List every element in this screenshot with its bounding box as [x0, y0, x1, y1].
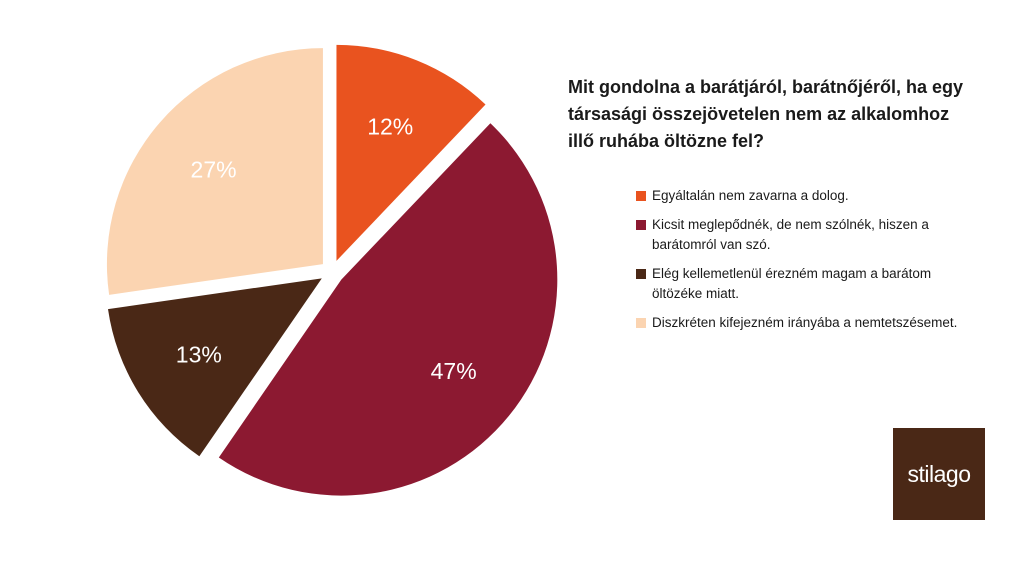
legend-item: Kicsit meglepődnék, de nem szólnék, hisz…	[636, 215, 976, 255]
legend: Egyáltalán nem zavarna a dolog. Kicsit m…	[636, 186, 976, 342]
legend-swatch	[636, 220, 646, 230]
slice-label: 13%	[176, 342, 222, 368]
stilago-logo: stilago	[893, 428, 985, 520]
legend-label: Kicsit meglepődnék, de nem szólnék, hisz…	[652, 217, 929, 252]
legend-item: Egyáltalán nem zavarna a dolog.	[636, 186, 976, 206]
pie-slice	[336, 44, 486, 261]
legend-label: Diszkréten kifejezném irányába a nemtets…	[652, 315, 958, 330]
pie-slice	[108, 278, 322, 457]
slice-label: 47%	[431, 358, 477, 384]
legend-swatch	[636, 318, 646, 328]
legend-label: Egyáltalán nem zavarna a dolog.	[652, 188, 849, 203]
pie-chart: 12% 47% 13% 27%	[106, 44, 558, 496]
legend-swatch	[636, 269, 646, 279]
legend-swatch	[636, 191, 646, 201]
chart-title: Mit gondolna a barátjáról, barátnőjéről,…	[568, 77, 964, 151]
logo-text: stilago	[907, 460, 971, 487]
slice-label: 12%	[367, 114, 413, 140]
legend-label: Elég kellemetlenül érezném magam a barát…	[652, 266, 932, 301]
slice-label: 27%	[191, 156, 237, 182]
legend-item: Elég kellemetlenül érezném magam a barát…	[636, 264, 976, 304]
pie-slice	[106, 48, 323, 295]
legend-item: Diszkréten kifejezném irányába a nemtets…	[636, 313, 976, 333]
pie-slice	[218, 123, 558, 496]
